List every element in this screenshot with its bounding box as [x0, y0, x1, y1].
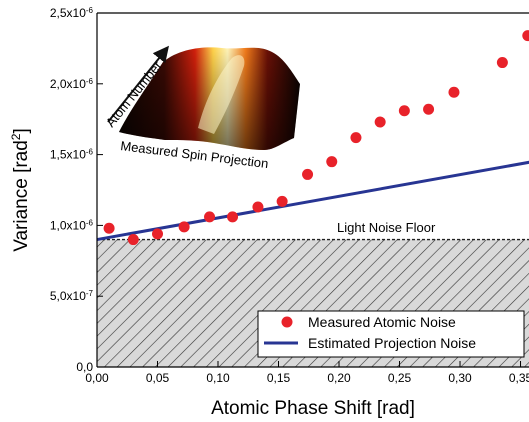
legend-box — [257, 310, 525, 358]
data-point — [448, 86, 460, 98]
legend-marker-measured — [281, 316, 293, 328]
y-axis-title-end: ] — [11, 128, 32, 133]
projection-noise-line — [96, 160, 529, 242]
x-tick-label: 0,00 — [85, 371, 109, 385]
data-point — [127, 234, 139, 246]
data-point — [276, 195, 288, 207]
data-point — [326, 156, 338, 168]
legend-label-measured: Measured Atomic Noise — [308, 314, 456, 330]
y-tick-label: 2,0x10-6 — [50, 76, 94, 91]
y-axis-title-sup: 2 — [9, 133, 23, 140]
x-tick-label: 0,20 — [327, 371, 351, 385]
x-tick-label: 0,10 — [206, 371, 230, 385]
y-tick-label: 2,5x10-6 — [50, 6, 94, 21]
x-tick-label: 0,15 — [267, 371, 291, 385]
data-point — [204, 211, 216, 223]
data-point — [302, 168, 314, 180]
data-point — [398, 105, 410, 117]
x-tick-label: 0,05 — [146, 371, 170, 385]
data-point — [252, 201, 264, 213]
data-point — [496, 57, 508, 69]
data-point — [152, 228, 164, 240]
axes — [96, 12, 529, 368]
spin-projection-inset: Atom Number Measured Spin Projection — [103, 45, 300, 171]
y-axis-title-base: Variance [rad — [11, 140, 32, 252]
noise-floor-label: Light Noise Floor — [337, 220, 436, 235]
x-tick-label: 0,35 — [509, 371, 529, 385]
inset-peak-highlight — [198, 55, 245, 134]
data-point — [178, 221, 190, 233]
data-point — [350, 132, 362, 144]
legend-label-estimated: Estimated Projection Noise — [308, 335, 476, 351]
data-point — [423, 103, 435, 115]
y-tick-label: 5,0x10-7 — [50, 289, 94, 304]
y-axis-title: Variance [rad2] — [9, 128, 32, 252]
y-tick-label: 1,5x10-6 — [50, 147, 94, 162]
x-tick-label: 0,25 — [388, 371, 412, 385]
legend: Measured Atomic Noise Estimated Projecti… — [257, 310, 525, 358]
measured-noise-points — [103, 30, 529, 246]
data-point — [374, 116, 386, 128]
data-point — [103, 222, 115, 234]
data-point — [522, 30, 529, 42]
atom-number-arrow — [107, 45, 169, 123]
x-ticks: 0,00 0,05 0,10 0,15 0,20 0,25 0,30 0,35 — [85, 361, 529, 385]
data-point — [227, 211, 239, 223]
y-tick-label: 0,0 — [76, 360, 93, 374]
x-tick-label: 0,30 — [448, 371, 472, 385]
y-tick-label: 1,0x10-6 — [50, 218, 94, 233]
x-axis-title: Atomic Phase Shift [rad] — [211, 398, 415, 419]
y-ticks: 0,0 5,0x10-7 1,0x10-6 1,5x10-6 2,0x10-6 2,5x1… — [50, 6, 103, 374]
